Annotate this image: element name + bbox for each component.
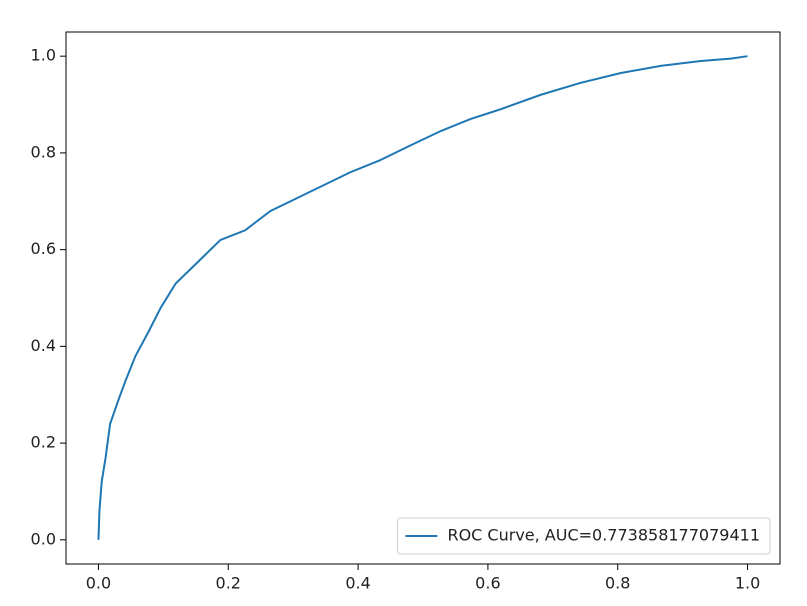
legend: ROC Curve, AUC=0.773858177079411 bbox=[396, 517, 771, 555]
roc-curve bbox=[97, 55, 748, 540]
legend-label: ROC Curve, AUC=0.773858177079411 bbox=[447, 526, 760, 545]
x-tick-label: 1.0 bbox=[735, 574, 760, 593]
y-tick-label: 0.0 bbox=[31, 529, 56, 548]
y-tick-label: 0.4 bbox=[31, 336, 56, 355]
y-tick-label: 0.8 bbox=[31, 142, 56, 161]
x-tick-label: 0.2 bbox=[216, 574, 241, 593]
x-tick-label: 0.6 bbox=[475, 574, 500, 593]
y-tick-label: 1.0 bbox=[31, 46, 56, 65]
y-tick-label: 0.6 bbox=[31, 239, 56, 258]
axes-frame bbox=[65, 31, 781, 565]
y-tick-label: 0.2 bbox=[31, 433, 56, 452]
x-tick-label: 0.4 bbox=[345, 574, 370, 593]
x-tick-label: 0.8 bbox=[605, 574, 630, 593]
legend-box bbox=[396, 517, 771, 555]
x-tick-label: 0.0 bbox=[86, 574, 111, 593]
